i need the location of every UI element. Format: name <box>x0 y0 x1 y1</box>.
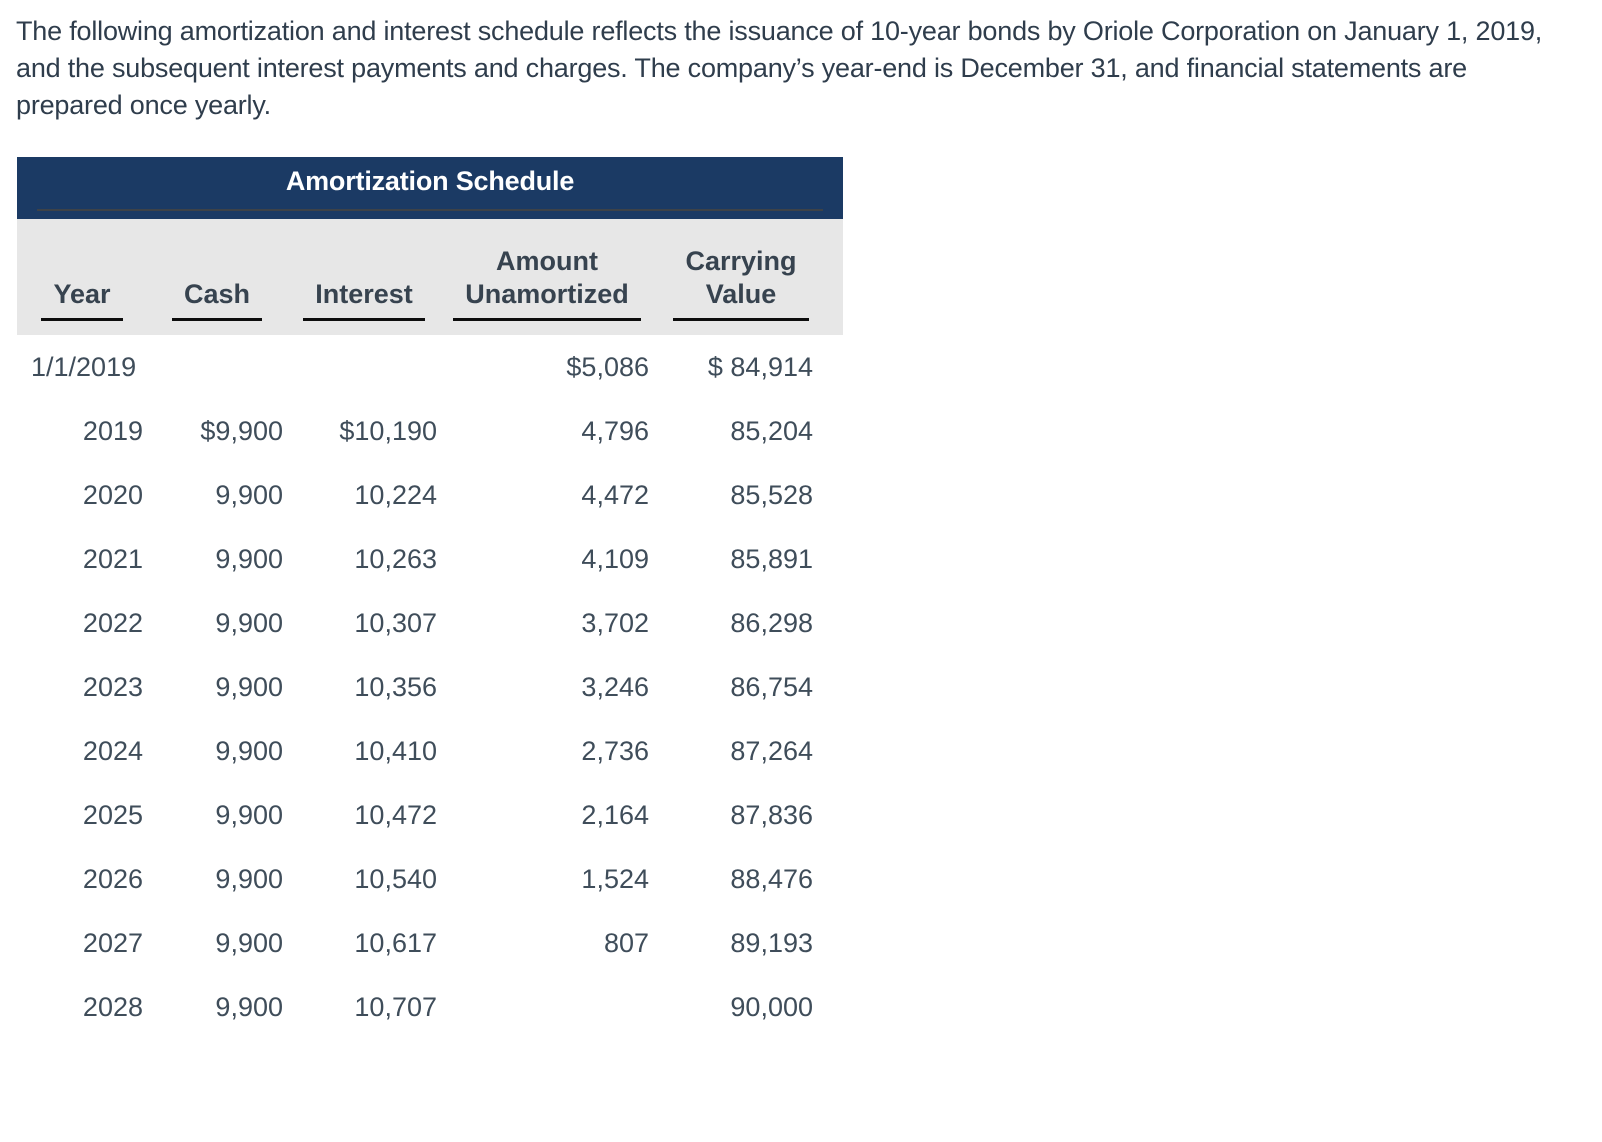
table-row: 2020 9,900 10,224 4,472 85,528 <box>17 463 843 527</box>
title-divider <box>37 209 823 211</box>
table-row: 2019 $9,900 $10,190 4,796 85,204 <box>17 399 843 463</box>
cell-amount-unamortized: 4,109 <box>581 543 649 574</box>
cell-carrying-value: 86,298 <box>730 607 813 638</box>
amortization-table: Year Cash Interest Amount Unamortized Carryin… <box>17 219 843 1039</box>
cell-cash: 9,900 <box>215 671 283 702</box>
cell-amount-unamortized: 4,472 <box>581 479 649 510</box>
cell-year: 2026 <box>82 863 143 894</box>
cell-interest: 10,356 <box>354 671 437 702</box>
cell-year: 2024 <box>82 735 143 766</box>
cell-amount-unamortized <box>441 975 653 1039</box>
cell-amount-unamortized: 3,246 <box>581 671 649 702</box>
cell-interest: 10,540 <box>354 863 437 894</box>
cell-year: 1/1/2019 <box>31 351 137 382</box>
cell-carrying-value: 85,204 <box>730 415 813 446</box>
cell-cash: 9,900 <box>215 735 283 766</box>
cell-carrying-value: 86,754 <box>730 671 813 702</box>
table-row: 2027 9,900 10,617 807 89,193 <box>17 911 843 975</box>
cell-carrying-value: 85,528 <box>730 479 813 510</box>
cell-carrying-value: 85,891 <box>730 543 813 574</box>
cell-cash <box>147 335 287 399</box>
amortization-table-body: 1/1/2019 $5,086 $ 84,914 2019 $9,900 $10,190 4… <box>17 335 843 1039</box>
cell-cash: 9,900 <box>215 863 283 894</box>
cell-amount-unamortized: 2,164 <box>581 799 649 830</box>
cell-year: 2019 <box>82 415 143 446</box>
table-header-row: Year Cash Interest Amount Unamortized Carryin… <box>17 219 843 335</box>
cell-carrying-value: 88,476 <box>730 863 813 894</box>
cell-interest: 10,707 <box>354 991 437 1022</box>
cell-interest: 10,224 <box>354 479 437 510</box>
cell-amount-unamortized: 4,796 <box>581 415 649 446</box>
cell-interest: 10,617 <box>354 927 437 958</box>
cell-carrying-value: $ 84,914 <box>707 351 813 382</box>
table-row: 1/1/2019 $5,086 $ 84,914 <box>17 335 843 399</box>
column-header-year: Year <box>17 219 147 335</box>
cell-interest: 10,410 <box>354 735 437 766</box>
column-header-interest: Interest <box>287 219 441 335</box>
cell-carrying-value: 89,193 <box>730 927 813 958</box>
amortization-schedule-table: Amortization Schedule Year Cash Interest Am… <box>17 157 843 1039</box>
cell-cash: 9,900 <box>215 991 283 1022</box>
cell-carrying-value: 90,000 <box>730 991 813 1022</box>
cell-year: 2022 <box>82 607 143 638</box>
column-header-carrying-value: Carrying Value <box>653 219 843 335</box>
cell-year: 2028 <box>82 991 143 1022</box>
intro-paragraph: The following amortization and interest … <box>16 16 1543 120</box>
cell-amount-unamortized: 3,702 <box>581 607 649 638</box>
table-row: 2023 9,900 10,356 3,246 86,754 <box>17 655 843 719</box>
table-row: 2024 9,900 10,410 2,736 87,264 <box>17 719 843 783</box>
cell-year: 2023 <box>82 671 143 702</box>
cell-interest: $10,190 <box>339 415 437 446</box>
table-title: Amortization Schedule <box>285 166 575 196</box>
cell-amount-unamortized: 2,736 <box>581 735 649 766</box>
cell-cash: $9,900 <box>200 415 283 446</box>
cell-amount-unamortized: $5,086 <box>566 351 649 382</box>
cell-interest <box>287 335 441 399</box>
cell-cash: 9,900 <box>215 799 283 830</box>
cell-carrying-value: 87,264 <box>730 735 813 766</box>
table-row: 2028 9,900 10,707 90,000 <box>17 975 843 1039</box>
table-row: 2022 9,900 10,307 3,702 86,298 <box>17 591 843 655</box>
column-header-amount-unamortized: Amount Unamortized <box>441 219 653 335</box>
cell-cash: 9,900 <box>215 927 283 958</box>
cell-interest: 10,307 <box>354 607 437 638</box>
cell-interest: 10,472 <box>354 799 437 830</box>
table-row: 2021 9,900 10,263 4,109 85,891 <box>17 527 843 591</box>
cell-year: 2021 <box>82 543 143 574</box>
cell-cash: 9,900 <box>215 479 283 510</box>
cell-carrying-value: 87,836 <box>730 799 813 830</box>
table-title-band: Amortization Schedule <box>17 157 843 219</box>
cell-amount-unamortized: 807 <box>603 927 649 958</box>
cell-year: 2025 <box>82 799 143 830</box>
table-row: 2025 9,900 10,472 2,164 87,836 <box>17 783 843 847</box>
cell-year: 2020 <box>82 479 143 510</box>
cell-cash: 9,900 <box>215 543 283 574</box>
cell-year: 2027 <box>82 927 143 958</box>
cell-interest: 10,263 <box>354 543 437 574</box>
cell-amount-unamortized: 1,524 <box>581 863 649 894</box>
table-row: 2026 9,900 10,540 1,524 88,476 <box>17 847 843 911</box>
column-header-cash: Cash <box>147 219 287 335</box>
cell-cash: 9,900 <box>215 607 283 638</box>
